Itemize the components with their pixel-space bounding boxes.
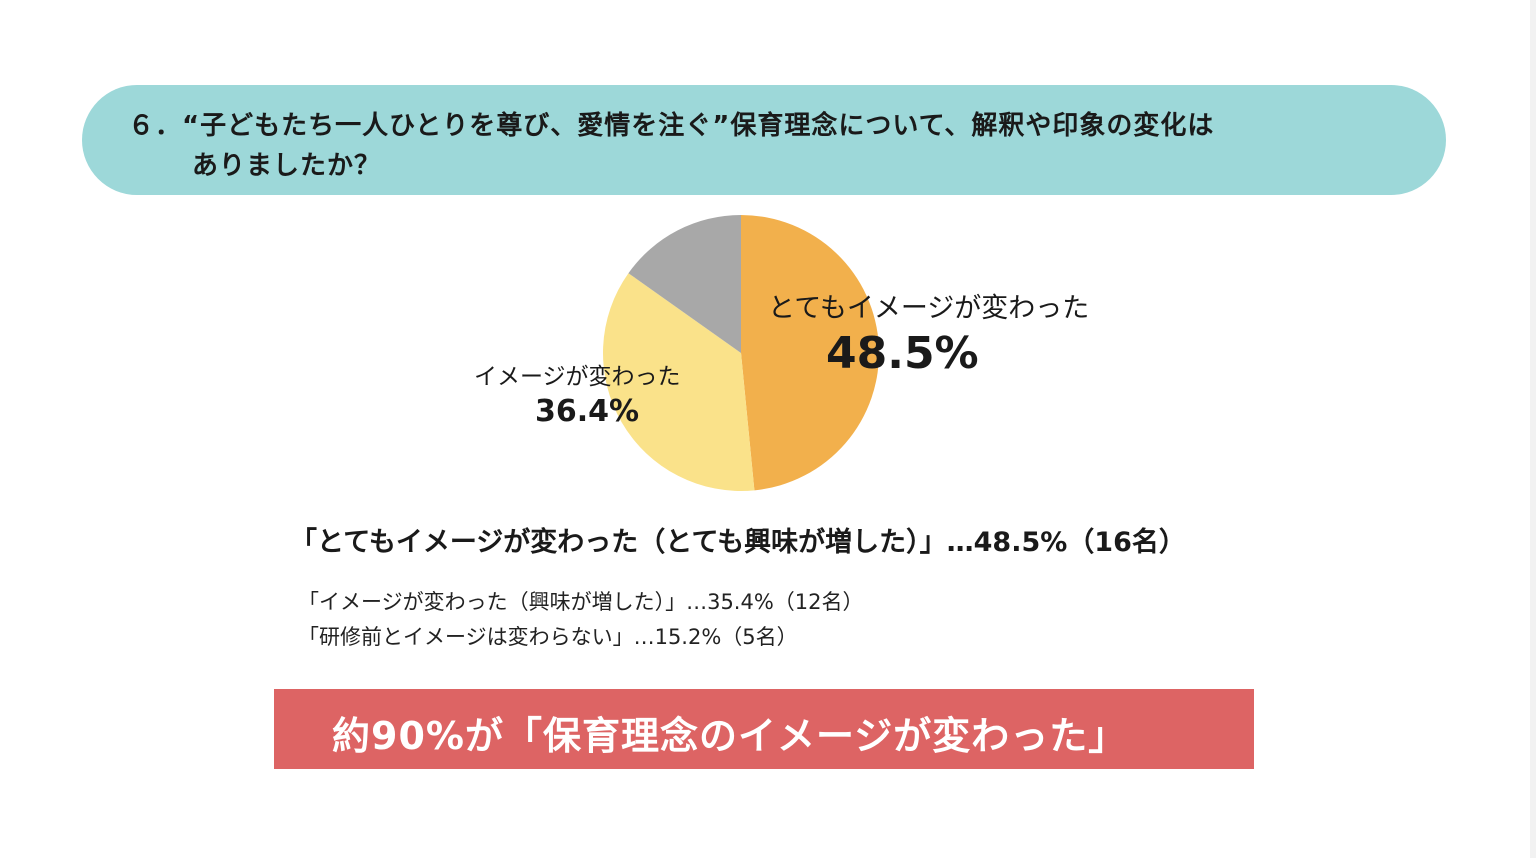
pie-slice-very-changed: [741, 215, 880, 491]
question-banner: ６．“子どもたち一人ひとりを尊び、愛情を注ぐ”保育理念について、解釈や印象の変化…: [82, 85, 1446, 195]
result-main-line: 「とてもイメージが変わった（とても興味が増した）」…48.5%（16名）: [290, 527, 1186, 558]
result-sub-line-1: 「イメージが変わった（興味が増した）」…35.4%（12名）: [298, 590, 864, 614]
question-text-line2: ありましたか？: [192, 151, 382, 181]
conclusion-text: 約90%が「保育理念のイメージが変わった」: [332, 714, 1128, 758]
pie-slice-changed: [602, 273, 755, 492]
slice-label-changed: イメージが変わった: [474, 364, 681, 390]
pie-slice-unchanged: [628, 215, 741, 353]
slice-value-very-changed: 48.5%: [826, 328, 979, 379]
slice-label-very-changed: とてもイメージが変わった: [768, 293, 1090, 324]
result-sub-line-2: 「研修前とイメージは変わらない」…15.2%（5名）: [298, 625, 798, 649]
conclusion-banner: 約90%が「保育理念のイメージが変わった」: [274, 689, 1254, 769]
right-edge-strip: [1530, 0, 1536, 858]
slice-value-changed: 36.4%: [535, 394, 640, 429]
question-text-line1: ６．“子どもたち一人ひとりを尊び、愛情を注ぐ”保育理念について、解釈や印象の変化…: [128, 111, 1215, 141]
